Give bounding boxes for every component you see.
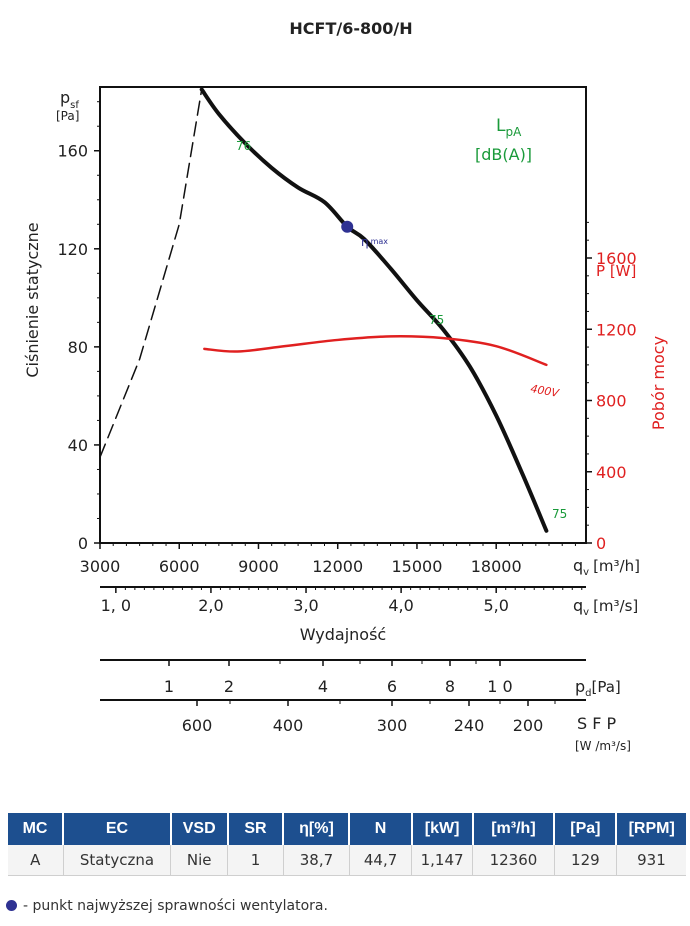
db-label-75-mid: 75	[429, 313, 444, 327]
y-left-tick-label: 40	[68, 436, 88, 455]
pd-label: pd[Pa]	[575, 677, 621, 699]
y-left-tick-label: 0	[78, 534, 88, 553]
table-header-cell: [RPM]	[616, 813, 686, 845]
table-cell: 38,7	[283, 845, 350, 876]
x-tick-label: 3000	[80, 557, 121, 576]
table-cell: 12360	[472, 845, 555, 876]
left-axis: 0 40 80 120 160	[57, 101, 100, 553]
x-axis-title: Wydajność	[300, 625, 386, 644]
pd-tick-label: 4	[318, 677, 328, 696]
x2-tick-label: 1, 0	[101, 596, 132, 615]
x-axis-m3s-label: qv [m³/s]	[573, 596, 638, 618]
y-left-label: psf	[60, 88, 79, 111]
lpa-label: LpA	[496, 116, 522, 139]
table-header-cell: MC	[8, 813, 65, 845]
y-left-unit: [Pa]	[56, 109, 79, 123]
y-left-tick-label: 160	[57, 142, 88, 161]
db-label-76: 76	[236, 139, 251, 153]
chart-title: HCFT/6-800/H	[289, 19, 412, 38]
voltage-label: 400V	[529, 382, 561, 400]
eta-max-point-icon	[6, 900, 17, 911]
table-header-row: MC EC VSD SR η[%] N [kW] [m³/h] [Pa] [RPM]	[8, 813, 686, 845]
x-tick-label: 6000	[159, 557, 200, 576]
y-right-tick-label: 0	[596, 534, 606, 553]
table-cell: 931	[616, 845, 686, 876]
eta-max-label: η max	[361, 235, 388, 249]
x2-tick-label: 2,0	[198, 596, 223, 615]
y-right-tick-label: 400	[596, 463, 627, 482]
sfp-tick-label: 300	[377, 716, 408, 735]
y-right-tick-label: 1200	[596, 320, 637, 339]
pd-tick-label: 2	[224, 677, 234, 696]
sfp-tick-label: 200	[513, 716, 544, 735]
table-header-cell: N	[349, 813, 413, 845]
table-header-cell: [Pa]	[554, 813, 618, 845]
y-left-tick-label: 120	[57, 240, 88, 259]
footnote: - punkt najwyższej sprawności wentylator…	[6, 898, 328, 914]
lpa-unit: [dB(A)]	[475, 145, 532, 164]
series-layer	[99, 87, 549, 533]
table-cell: Nie	[170, 845, 228, 876]
table-header-cell: EC	[63, 813, 172, 845]
table-header-cell: SR	[227, 813, 285, 845]
db-label-75-end: 75	[552, 507, 567, 521]
table-cell: 1,147	[411, 845, 474, 876]
sfp-label: S F P	[577, 714, 617, 733]
x-tick-label: 9000	[238, 557, 279, 576]
table-header-cell: [kW]	[411, 813, 474, 845]
y-left-tick-label: 80	[68, 338, 88, 357]
table-header-cell: VSD	[170, 813, 229, 845]
y-right-tick-label: 1600	[596, 249, 637, 268]
series-line-power-400v	[203, 335, 548, 367]
table-cell: 44,7	[349, 845, 413, 876]
series-line-pressure-unstable	[99, 88, 203, 458]
fan-specs-table: MC EC VSD SR η[%] N [kW] [m³/h] [Pa] [RPM] A Staty…	[8, 813, 686, 876]
pd-tick-label: 8	[445, 677, 455, 696]
footnote-text: - punkt najwyższej sprawności wentylator…	[23, 898, 328, 914]
table-header-cell: [m³/h]	[472, 813, 556, 845]
table-header-cell: η[%]	[283, 813, 351, 845]
pd-tick-label: 1 0	[487, 677, 512, 696]
sfp-tick-label: 600	[182, 716, 213, 735]
right-axis: 0 400 800 1200 1600	[586, 221, 637, 553]
sfp-tick-label: 240	[454, 716, 485, 735]
table-cell: 1	[227, 845, 284, 876]
plot-frame	[99, 86, 587, 544]
y-right-label: P [W]	[596, 262, 636, 280]
y-right-tick-label: 800	[596, 392, 627, 411]
sfp-tick-label: 400	[273, 716, 304, 735]
table-cell: 129	[554, 845, 617, 876]
x-tick-label: 18000	[471, 557, 522, 576]
x2-tick-label: 5,0	[483, 596, 508, 615]
x-axis-m3h-label: qv [m³/h]	[573, 556, 640, 578]
eta-max-point	[341, 220, 354, 233]
x-tick-label: 15000	[392, 557, 443, 576]
y-right-title: Pobór mocy	[649, 336, 668, 430]
y-left-title: Ciśnienie statyczne	[23, 222, 42, 377]
pd-tick-label: 6	[387, 677, 397, 696]
x2-tick-label: 3,0	[293, 596, 318, 615]
table-cell: A	[8, 845, 64, 876]
sfp-unit: [W /m³/s]	[575, 739, 631, 753]
table-row: A Statyczna Nie 1 38,7 44,7 1,147 12360 129 931	[8, 845, 686, 876]
series-line-pressure	[199, 87, 549, 533]
x-tick-label: 12000	[312, 557, 363, 576]
table-cell: Statyczna	[63, 845, 172, 876]
x2-tick-label: 4,0	[388, 596, 413, 615]
pd-tick-label: 1	[164, 677, 174, 696]
